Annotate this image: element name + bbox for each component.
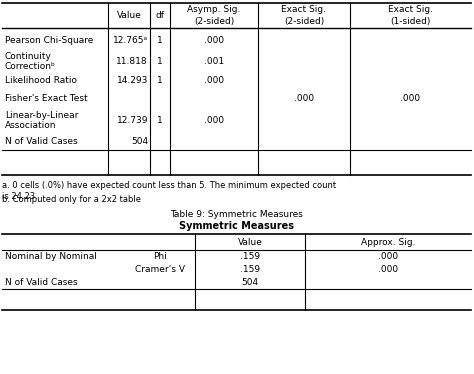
Text: Phi: Phi: [153, 252, 167, 261]
Text: Approx. Sig.: Approx. Sig.: [361, 237, 415, 246]
Text: .000: .000: [378, 265, 398, 274]
Text: 14.293: 14.293: [117, 76, 148, 85]
Text: df: df: [155, 11, 164, 20]
Text: Cramer’s V: Cramer’s V: [135, 265, 185, 274]
Text: 12.765ᵃ: 12.765ᵃ: [113, 36, 148, 45]
Text: N of Valid Cases: N of Valid Cases: [5, 137, 78, 146]
Text: Exact Sig.
(1-sided): Exact Sig. (1-sided): [388, 6, 433, 25]
Text: 11.818: 11.818: [117, 57, 148, 66]
Text: 12.739: 12.739: [117, 116, 148, 125]
Text: .000: .000: [204, 36, 224, 45]
Text: Asymp. Sig.
(2-sided): Asymp. Sig. (2-sided): [187, 6, 241, 25]
Text: Nominal by Nominal: Nominal by Nominal: [5, 252, 97, 261]
Text: Exact Sig.
(2-sided): Exact Sig. (2-sided): [282, 6, 327, 25]
Text: 504: 504: [241, 278, 258, 287]
Text: Linear-by-Linear
Association: Linear-by-Linear Association: [5, 111, 78, 130]
Text: Likelihood Ratio: Likelihood Ratio: [5, 76, 77, 85]
Text: .000: .000: [378, 252, 398, 261]
Text: Pearson Chi-Square: Pearson Chi-Square: [5, 36, 93, 45]
Text: b. Computed only for a 2x2 table: b. Computed only for a 2x2 table: [2, 195, 141, 204]
Text: .001: .001: [204, 57, 224, 66]
Text: 1: 1: [157, 57, 163, 66]
Text: Table 9: Symmetric Measures: Table 9: Symmetric Measures: [171, 210, 303, 219]
Text: N of Valid Cases: N of Valid Cases: [5, 278, 78, 287]
Text: a. 0 cells (.0%) have expected count less than 5. The minimum expected count
is : a. 0 cells (.0%) have expected count les…: [2, 181, 336, 201]
Text: .000: .000: [204, 116, 224, 125]
Text: 1: 1: [157, 76, 163, 85]
Text: 1: 1: [157, 116, 163, 125]
Text: .159: .159: [240, 265, 260, 274]
Text: Value: Value: [237, 237, 263, 246]
Text: .000: .000: [204, 76, 224, 85]
Text: .000: .000: [401, 94, 420, 103]
Text: .000: .000: [294, 94, 314, 103]
Text: 504: 504: [131, 137, 148, 146]
Text: 1: 1: [157, 36, 163, 45]
Text: Value: Value: [117, 11, 141, 20]
Text: Fisher's Exact Test: Fisher's Exact Test: [5, 94, 88, 103]
Text: .159: .159: [240, 252, 260, 261]
Text: Symmetric Measures: Symmetric Measures: [180, 221, 294, 231]
Text: Continuity
Correctionᵇ: Continuity Correctionᵇ: [5, 52, 56, 71]
